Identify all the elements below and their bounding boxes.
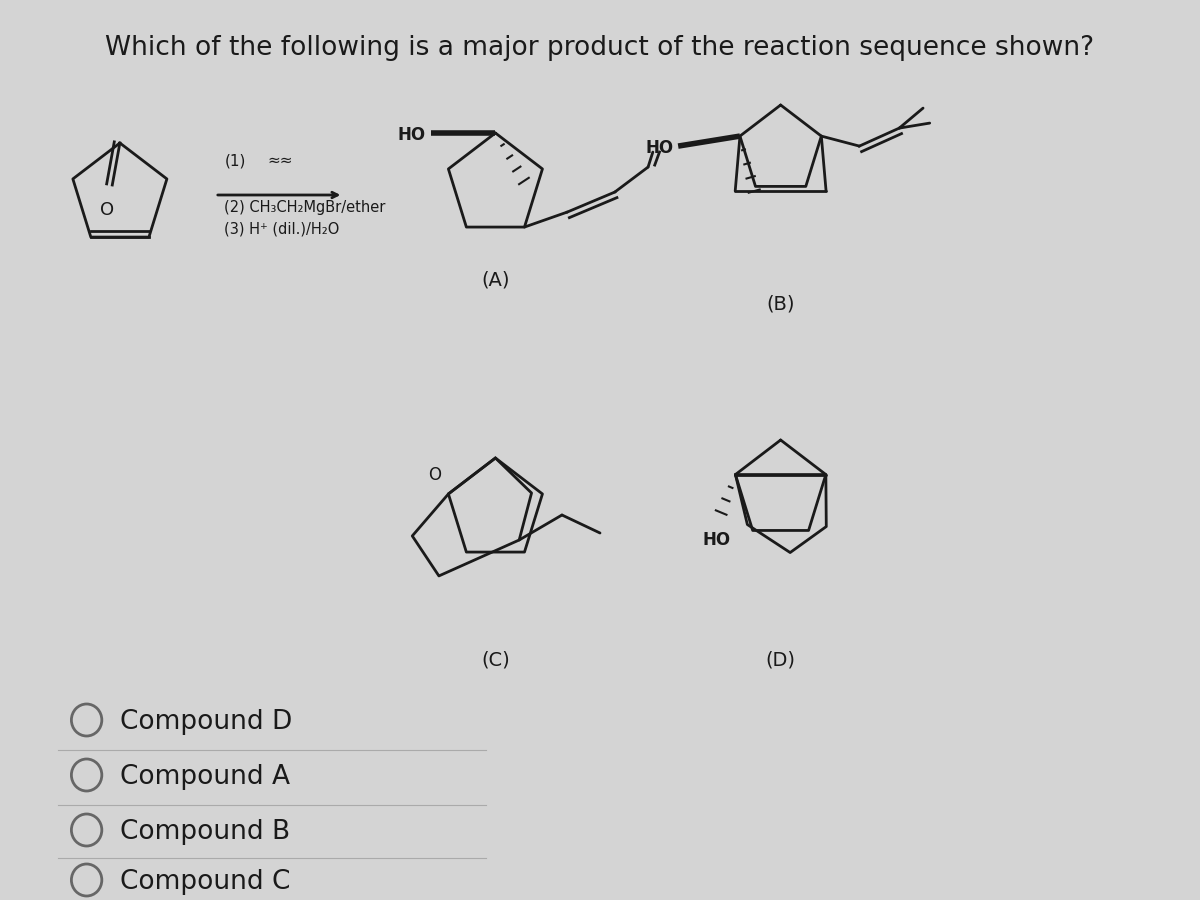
Text: Compound C: Compound C	[120, 869, 290, 895]
Text: Compound B: Compound B	[120, 819, 290, 845]
Text: (3) H⁺ (dil.)/H₂O: (3) H⁺ (dil.)/H₂O	[224, 222, 340, 237]
Text: Which of the following is a major product of the reaction sequence shown?: Which of the following is a major produc…	[106, 35, 1094, 61]
Text: O: O	[101, 201, 114, 219]
Text: O: O	[427, 466, 440, 484]
Text: (2) CH₃CH₂MgBr/ether: (2) CH₃CH₂MgBr/ether	[224, 200, 386, 215]
Text: (D): (D)	[766, 650, 796, 669]
Text: ≈≈: ≈≈	[268, 153, 293, 168]
Text: Compound D: Compound D	[120, 709, 292, 735]
Text: (C): (C)	[481, 650, 510, 669]
Text: HO: HO	[398, 126, 426, 144]
Text: (A): (A)	[481, 270, 510, 289]
Text: HO: HO	[646, 140, 673, 158]
Text: (B): (B)	[767, 295, 794, 314]
Text: Compound A: Compound A	[120, 764, 290, 790]
Text: (1): (1)	[224, 153, 246, 168]
Text: HO: HO	[702, 530, 731, 548]
